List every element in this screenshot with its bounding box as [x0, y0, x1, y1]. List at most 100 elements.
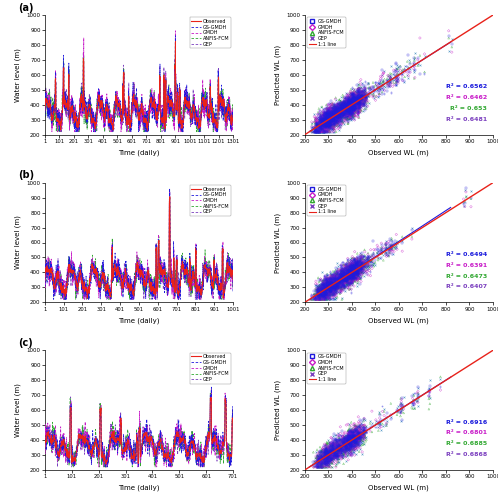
- Point: [344, 94, 352, 102]
- Point: [344, 434, 352, 442]
- Point: [340, 102, 348, 110]
- Point: [322, 452, 330, 460]
- Point: [416, 52, 424, 60]
- Point: [332, 280, 340, 288]
- Point: [316, 288, 324, 296]
- Point: [347, 268, 355, 276]
- Point: [345, 104, 353, 112]
- Point: [355, 433, 363, 441]
- Point: [332, 446, 340, 454]
- Point: [325, 114, 333, 122]
- Point: [335, 277, 343, 285]
- Point: [346, 262, 354, 270]
- Point: [330, 284, 338, 292]
- Point: [329, 440, 337, 448]
- Point: [326, 118, 334, 126]
- Point: [349, 268, 357, 276]
- Point: [352, 95, 360, 103]
- Point: [315, 120, 323, 128]
- Point: [338, 276, 346, 283]
- Point: [337, 100, 345, 108]
- Point: [352, 262, 360, 270]
- Point: [318, 286, 326, 294]
- Point: [358, 258, 366, 266]
- Point: [335, 114, 343, 122]
- Point: [319, 443, 327, 451]
- Point: [352, 264, 360, 272]
- Point: [345, 439, 353, 447]
- Point: [329, 284, 337, 292]
- Point: [328, 118, 336, 126]
- Point: [404, 64, 412, 72]
- Point: [325, 458, 333, 466]
- Point: [312, 126, 320, 134]
- Point: [351, 94, 359, 102]
- Point: [336, 109, 344, 117]
- Point: [343, 444, 351, 452]
- Point: [315, 448, 323, 456]
- Point: [324, 118, 332, 126]
- Point: [344, 105, 352, 113]
- Point: [325, 284, 333, 292]
- Point: [328, 280, 336, 288]
- X-axis label: Observed WL (m): Observed WL (m): [369, 317, 429, 324]
- Point: [394, 407, 402, 415]
- Point: [362, 262, 370, 270]
- Point: [320, 456, 328, 464]
- Point: [328, 456, 336, 464]
- Point: [346, 434, 354, 442]
- Point: [325, 458, 333, 466]
- Point: [330, 110, 338, 118]
- Point: [346, 274, 354, 282]
- Point: [348, 280, 356, 287]
- Point: [323, 118, 331, 126]
- Point: [324, 124, 332, 132]
- Point: [365, 252, 373, 260]
- Point: [346, 96, 354, 104]
- Point: [347, 440, 355, 448]
- Point: [329, 119, 337, 127]
- Point: [356, 108, 364, 116]
- Point: [355, 84, 363, 92]
- Point: [353, 436, 361, 444]
- Point: [348, 98, 356, 106]
- Point: [335, 443, 343, 451]
- Point: [343, 267, 351, 275]
- Point: [381, 242, 389, 250]
- Point: [425, 389, 433, 397]
- Point: [363, 262, 371, 270]
- Point: [347, 441, 355, 449]
- Point: [349, 106, 357, 114]
- Point: [318, 124, 326, 132]
- Point: [347, 430, 355, 438]
- Point: [360, 264, 368, 272]
- Point: [345, 96, 353, 104]
- Point: [329, 116, 337, 124]
- Point: [338, 109, 346, 117]
- Point: [332, 114, 340, 122]
- Point: [344, 104, 352, 112]
- Point: [353, 103, 361, 111]
- Point: [330, 272, 338, 280]
- Point: [343, 442, 351, 450]
- Point: [323, 108, 331, 116]
- Point: [345, 94, 353, 102]
- Point: [324, 114, 332, 122]
- Point: [344, 446, 352, 454]
- Point: [341, 278, 349, 286]
- Point: [339, 110, 347, 118]
- Point: [358, 88, 366, 96]
- Point: [315, 296, 323, 304]
- Point: [354, 265, 362, 273]
- Point: [366, 258, 374, 266]
- Point: [329, 104, 337, 112]
- Point: [330, 288, 338, 296]
- Point: [347, 102, 355, 110]
- Point: [352, 99, 360, 107]
- Point: [351, 96, 359, 104]
- Point: [329, 276, 337, 284]
- Point: [334, 437, 342, 445]
- Point: [339, 91, 347, 99]
- Point: [328, 112, 336, 120]
- Point: [326, 106, 334, 114]
